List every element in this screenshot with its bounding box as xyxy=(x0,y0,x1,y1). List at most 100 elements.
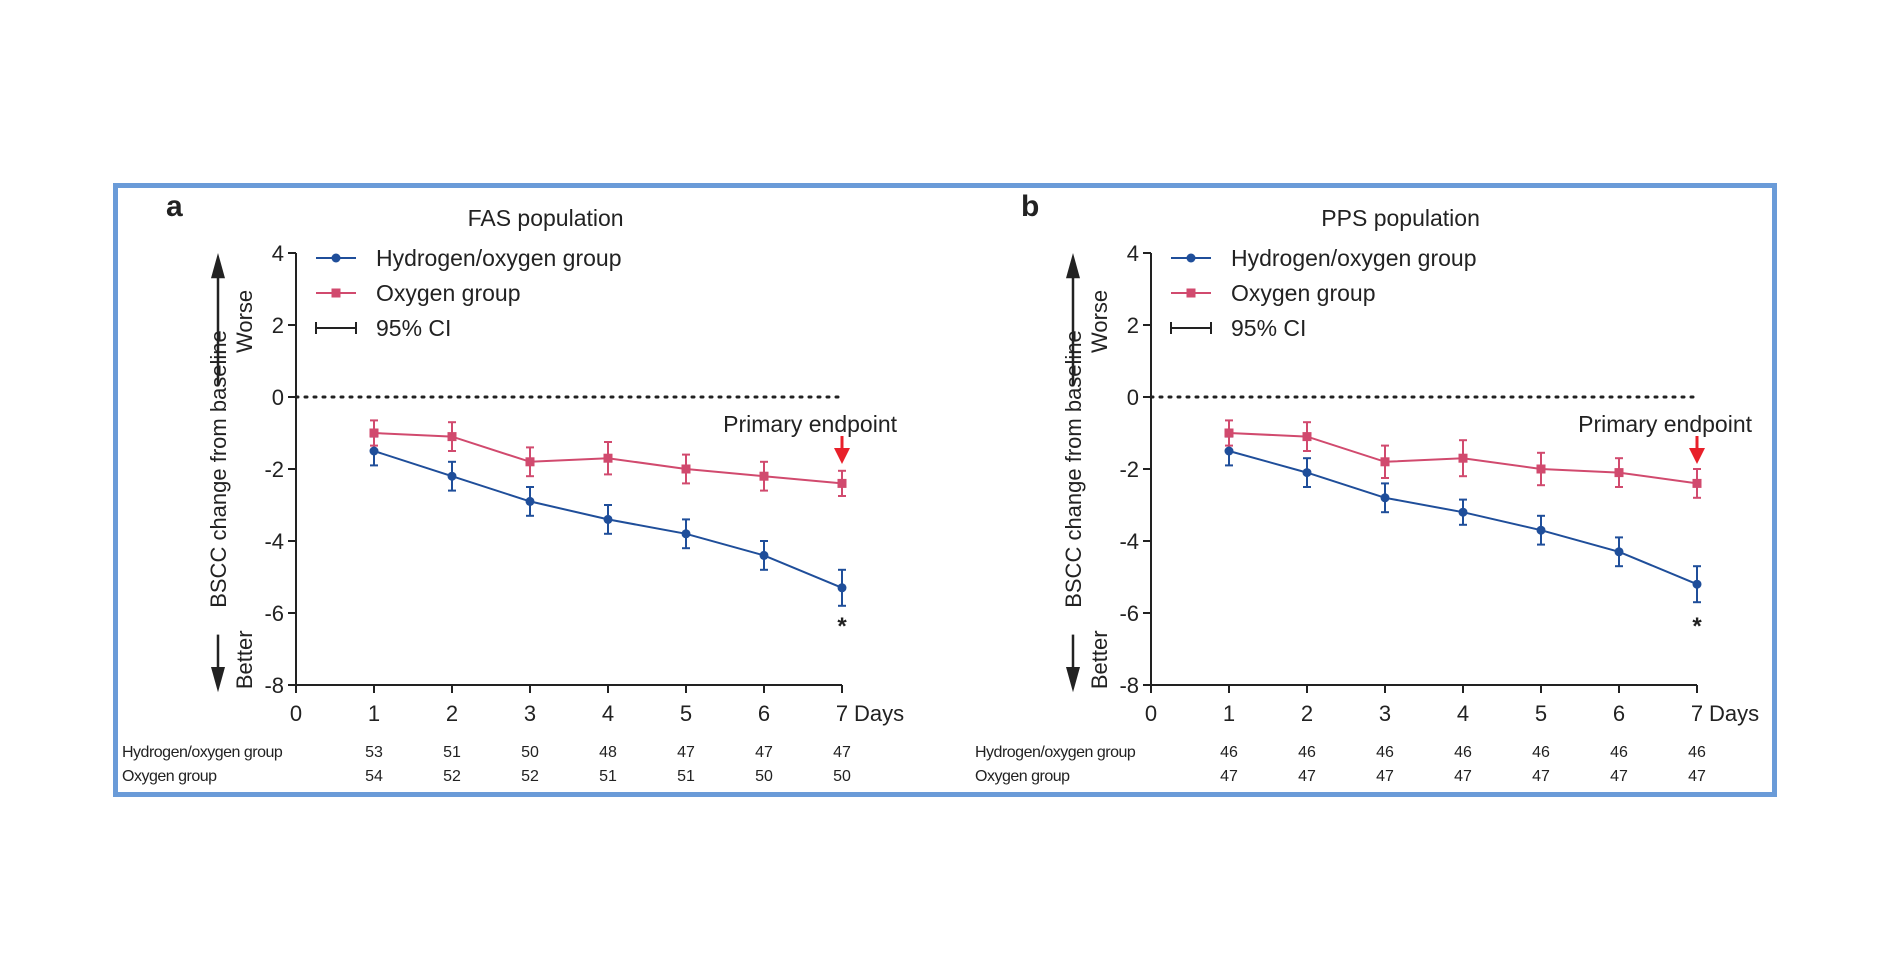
data-point xyxy=(525,457,535,467)
legend-marker xyxy=(1186,253,1196,263)
at-risk-count: 47 xyxy=(1532,768,1550,785)
at-risk-row-label: Oxygen group xyxy=(122,768,217,785)
data-point xyxy=(447,471,457,481)
y-tick-label: -4 xyxy=(264,529,284,554)
series-oxygen xyxy=(1224,419,1702,499)
data-point xyxy=(1224,428,1234,438)
at-risk-row-label: Oxygen group xyxy=(975,768,1070,785)
data-point xyxy=(447,432,457,442)
data-point xyxy=(369,446,379,456)
data-point xyxy=(525,496,535,506)
data-point xyxy=(1614,468,1624,478)
y-tick-label: -4 xyxy=(1119,529,1139,554)
y-tick-label: 2 xyxy=(272,313,284,338)
y-tick-label: 2 xyxy=(1127,313,1139,338)
x-tick-label: 6 xyxy=(1613,701,1625,726)
at-risk-row-label: Hydrogen/oxygen group xyxy=(975,744,1136,761)
x-tick-label: 5 xyxy=(680,701,692,726)
legend-marker xyxy=(331,253,341,263)
x-tick-label: 2 xyxy=(446,701,458,726)
x-tick-label: 7 xyxy=(1691,701,1703,726)
primary-endpoint-label: Primary endpoint xyxy=(1578,411,1752,437)
data-point xyxy=(603,453,613,463)
data-point xyxy=(603,514,613,524)
y-tick-label: -6 xyxy=(1119,601,1139,626)
x-tick-label: 4 xyxy=(602,701,614,726)
y-tick-label: -8 xyxy=(264,673,284,698)
at-risk-count: 51 xyxy=(443,744,461,761)
at-risk-count: 47 xyxy=(755,744,773,761)
y-tick-label: -6 xyxy=(264,601,284,626)
better-label: Better xyxy=(232,630,257,689)
at-risk-count: 46 xyxy=(1298,744,1316,761)
x-tick-label: 0 xyxy=(1145,701,1157,726)
x-tick-label: 6 xyxy=(758,701,770,726)
legend-entry: Hydrogen/oxygen group xyxy=(376,245,622,271)
at-risk-count: 47 xyxy=(1610,768,1628,785)
legend-entry: Hydrogen/oxygen group xyxy=(1231,245,1477,271)
data-point xyxy=(681,464,691,474)
y-tick-label: 0 xyxy=(272,385,284,410)
data-point xyxy=(1458,453,1468,463)
data-point xyxy=(837,478,847,488)
worse-label: Worse xyxy=(232,290,257,353)
at-risk-count: 47 xyxy=(1376,768,1394,785)
series-oxygen xyxy=(369,419,847,497)
at-risk-count: 46 xyxy=(1688,744,1706,761)
chart-title: PPS population xyxy=(1321,205,1480,231)
x-tick-label: 5 xyxy=(1535,701,1547,726)
series-hydrogen-oxygen xyxy=(369,435,847,607)
data-point xyxy=(759,471,769,481)
y-tick-label: 4 xyxy=(1127,241,1139,266)
at-risk-count: 46 xyxy=(1532,744,1550,761)
better-label: Better xyxy=(1087,630,1112,689)
data-point xyxy=(1692,579,1702,589)
y-tick-label: -2 xyxy=(264,457,284,482)
at-risk-count: 50 xyxy=(833,768,851,785)
panel-label: b xyxy=(1021,190,1039,223)
primary-endpoint-label: Primary endpoint xyxy=(723,411,897,437)
data-point xyxy=(1614,547,1624,557)
data-point xyxy=(1380,493,1390,503)
panel-label: a xyxy=(166,190,183,223)
y-tick-label: -2 xyxy=(1119,457,1139,482)
y-tick-label: 4 xyxy=(272,241,284,266)
legend-entry: Oxygen group xyxy=(376,280,520,306)
data-point xyxy=(681,529,691,539)
at-risk-count: 47 xyxy=(833,744,851,761)
legend-marker xyxy=(331,288,341,298)
at-risk-row-label: Hydrogen/oxygen group xyxy=(122,744,283,761)
at-risk-count: 46 xyxy=(1376,744,1394,761)
at-risk-count: 46 xyxy=(1220,744,1238,761)
at-risk-count: 54 xyxy=(365,768,383,785)
worse-arrow-head xyxy=(211,253,225,279)
data-point xyxy=(369,428,379,438)
y-tick-label: 0 xyxy=(1127,385,1139,410)
data-point xyxy=(1458,507,1468,517)
legend-entry: Oxygen group xyxy=(1231,280,1375,306)
data-point xyxy=(1536,525,1546,535)
legend-ci-label: 95% CI xyxy=(1231,315,1306,341)
at-risk-count: 51 xyxy=(599,768,617,785)
x-tick-label: 3 xyxy=(524,701,536,726)
data-point xyxy=(1302,468,1312,478)
series-hydrogen-oxygen xyxy=(1224,435,1702,604)
x-tick-label: 0 xyxy=(290,701,302,726)
x-tick-label: 2 xyxy=(1301,701,1313,726)
at-risk-count: 52 xyxy=(521,768,539,785)
data-point xyxy=(759,550,769,560)
better-arrow-head xyxy=(211,667,225,693)
y-tick-label: -8 xyxy=(1119,673,1139,698)
x-tick-label: 1 xyxy=(1223,701,1235,726)
x-tick-label: 7 xyxy=(836,701,848,726)
x-axis-label: Days xyxy=(1709,701,1759,726)
at-risk-count: 48 xyxy=(599,744,617,761)
data-point xyxy=(1302,432,1312,442)
x-tick-label: 1 xyxy=(368,701,380,726)
endpoint-arrow-head xyxy=(1689,448,1705,464)
x-axis-label: Days xyxy=(854,701,904,726)
significance-marker: * xyxy=(1692,613,1702,640)
